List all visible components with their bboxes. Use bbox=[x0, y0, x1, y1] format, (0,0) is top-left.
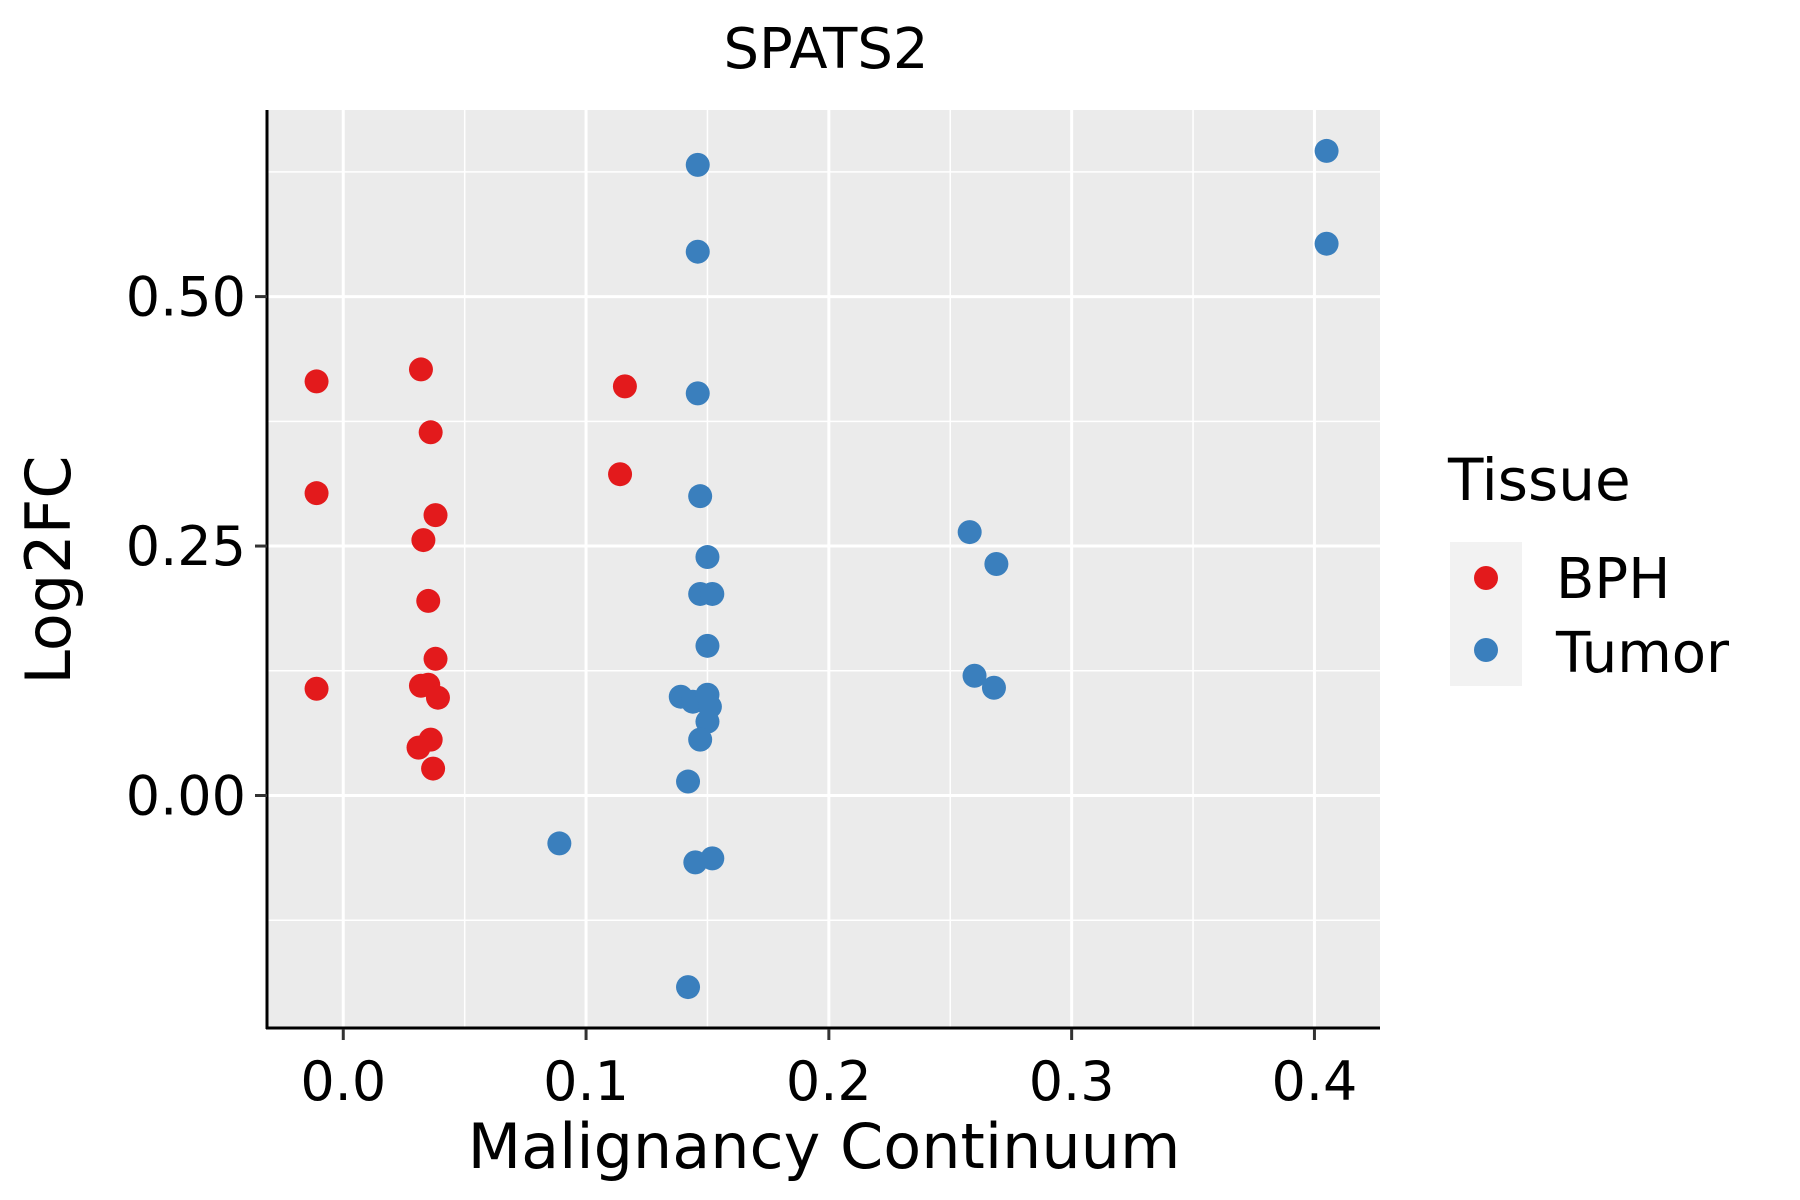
data-points bbox=[304, 138, 1339, 1000]
major-grid bbox=[268, 110, 1380, 1028]
tumor-point bbox=[984, 552, 1009, 577]
y-axis-title: Log2FC bbox=[12, 455, 85, 684]
bph-point bbox=[304, 676, 329, 701]
tumor-point bbox=[962, 663, 987, 688]
tumor-point bbox=[676, 769, 701, 794]
bph-point bbox=[411, 528, 436, 553]
tumor-point bbox=[695, 709, 720, 734]
bph-point bbox=[612, 374, 637, 399]
tumor-point bbox=[957, 520, 982, 545]
tumor-point bbox=[685, 381, 710, 406]
tumor-point bbox=[547, 831, 572, 856]
legend-key-bph bbox=[1474, 566, 1498, 590]
legend-key-background bbox=[1450, 542, 1522, 686]
tumor-point bbox=[676, 975, 701, 1000]
x-axis-title: Malignancy Continuum bbox=[468, 1110, 1181, 1183]
legend-key-tumor bbox=[1474, 638, 1498, 662]
y-tick-label: 0.25 bbox=[126, 515, 246, 578]
legend-entry-tumor: Tumor bbox=[1474, 621, 1730, 686]
legend: Tissue BPH Tumor bbox=[1447, 446, 1730, 686]
x-tick-label: 0.0 bbox=[300, 1050, 386, 1113]
legend-title: Tissue bbox=[1447, 446, 1631, 514]
bph-point bbox=[406, 735, 431, 760]
tumor-point bbox=[981, 675, 1006, 700]
chart-title: SPATS2 bbox=[723, 17, 928, 82]
bph-point bbox=[425, 685, 450, 710]
x-tick-label: 0.4 bbox=[1272, 1050, 1358, 1113]
bph-point bbox=[423, 646, 448, 671]
bph-point bbox=[421, 756, 446, 781]
bph-point bbox=[304, 481, 329, 506]
tumor-point bbox=[700, 846, 725, 871]
tumor-point bbox=[685, 239, 710, 264]
x-tick-label: 0.1 bbox=[543, 1050, 629, 1113]
y-ticks: 0.00 0.25 0.50 bbox=[126, 266, 267, 828]
tumor-point bbox=[1314, 231, 1339, 256]
y-tick-label: 0.50 bbox=[126, 266, 246, 329]
y-tick-label: 0.00 bbox=[126, 765, 246, 828]
bph-point bbox=[418, 420, 443, 445]
minor-grid bbox=[268, 110, 1380, 1028]
tumor-point bbox=[695, 545, 720, 570]
tumor-point bbox=[688, 484, 713, 509]
plot-panel bbox=[268, 110, 1380, 1028]
x-tick-label: 0.3 bbox=[1029, 1050, 1115, 1113]
legend-label-bph: BPH bbox=[1556, 547, 1670, 612]
legend-entry-bph: BPH bbox=[1474, 547, 1670, 612]
bph-point bbox=[304, 369, 329, 394]
tumor-point bbox=[685, 152, 710, 177]
x-tick-label: 0.2 bbox=[786, 1050, 872, 1113]
legend-label-tumor: Tumor bbox=[1555, 621, 1730, 686]
bph-point bbox=[608, 462, 633, 487]
bph-point bbox=[416, 588, 441, 613]
tumor-point bbox=[688, 727, 713, 752]
x-ticks: 0.0 0.1 0.2 0.3 0.4 bbox=[300, 1029, 1357, 1113]
tumor-point bbox=[700, 581, 725, 606]
tumor-point bbox=[695, 633, 720, 658]
tumor-point bbox=[1314, 138, 1339, 163]
bph-point bbox=[423, 503, 448, 528]
bph-point bbox=[408, 357, 433, 382]
